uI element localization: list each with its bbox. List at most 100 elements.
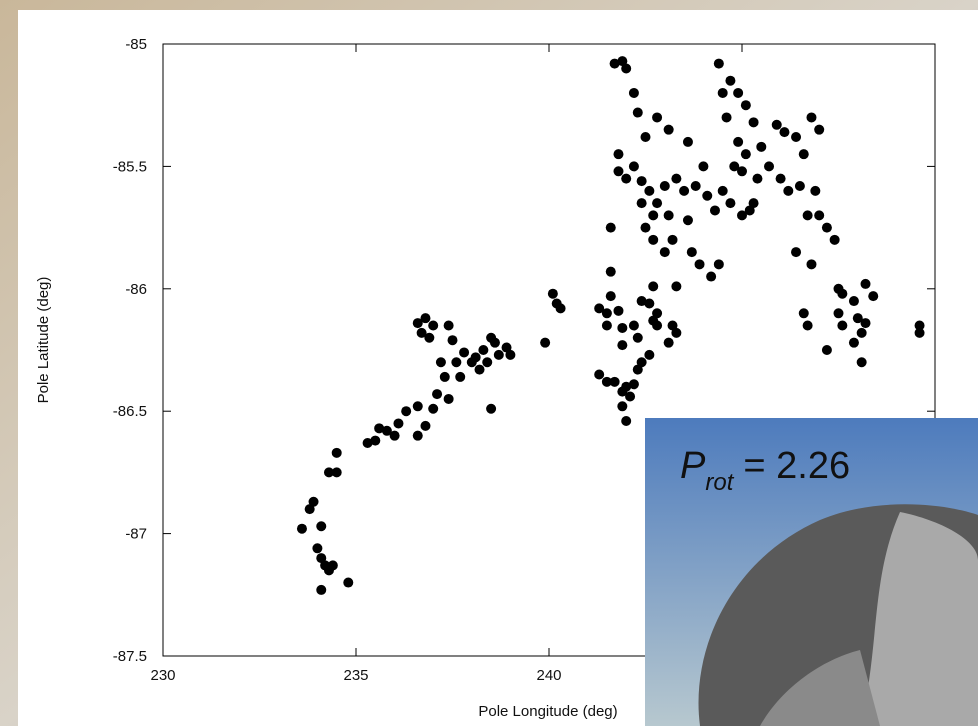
point: [659, 247, 670, 258]
point: [682, 136, 693, 147]
point: [783, 185, 794, 196]
point: [733, 136, 744, 147]
point: [605, 266, 616, 277]
point: [420, 420, 431, 431]
point: [617, 322, 628, 333]
point: [706, 271, 717, 282]
period-text: = 2.26: [743, 445, 850, 487]
point: [798, 308, 809, 319]
point: [605, 291, 616, 302]
point: [478, 345, 489, 355]
point: [370, 435, 381, 446]
point: [652, 320, 663, 331]
point: [636, 296, 647, 307]
point: [829, 234, 840, 245]
point: [806, 259, 817, 270]
point: [791, 132, 802, 143]
point: [327, 560, 338, 571]
point: [775, 173, 786, 184]
x-tick-label: 240: [536, 667, 561, 684]
point: [416, 327, 427, 338]
point: [613, 305, 624, 316]
point: [331, 447, 342, 458]
point: [613, 149, 624, 160]
point: [737, 166, 747, 177]
point: [848, 337, 859, 348]
point: [443, 393, 454, 404]
point: [717, 87, 728, 98]
point: [316, 584, 327, 595]
point: [474, 364, 485, 375]
point: [698, 161, 709, 172]
point: [652, 112, 663, 123]
point: [617, 56, 628, 67]
point: [837, 288, 848, 299]
point: [617, 340, 628, 351]
point: [459, 347, 470, 358]
point: [374, 423, 385, 434]
point: [779, 127, 790, 138]
point: [848, 296, 859, 307]
point: [679, 185, 690, 196]
point: [663, 337, 674, 348]
point: [428, 320, 439, 331]
point: [555, 303, 566, 314]
point: [713, 259, 724, 270]
point: [632, 364, 643, 375]
point: [621, 63, 632, 74]
point: [640, 222, 651, 233]
point: [737, 210, 747, 221]
point: [412, 401, 423, 412]
y-axis-label: Pole Latitude (deg): [35, 277, 52, 404]
point: [791, 247, 802, 258]
y-tick-label: -87: [125, 526, 147, 543]
point: [609, 58, 620, 69]
point: [343, 577, 354, 588]
point: [648, 210, 659, 221]
point: [856, 327, 867, 338]
point: [740, 100, 751, 111]
point: [601, 308, 612, 319]
point: [644, 349, 655, 360]
point: [628, 379, 639, 390]
point: [721, 112, 732, 123]
point: [435, 357, 446, 368]
point: [381, 425, 392, 436]
point: [644, 185, 655, 196]
point: [713, 58, 724, 69]
y-tick-label: -86: [125, 281, 147, 298]
plot: 230235240245250-87.5-87-86.5-86-85.5-85: [113, 36, 948, 684]
point: [617, 401, 628, 412]
point: [432, 389, 443, 400]
point: [424, 332, 435, 343]
point: [652, 198, 663, 209]
point: [312, 543, 323, 554]
point: [331, 467, 342, 478]
point: [505, 349, 516, 360]
point: [798, 149, 809, 160]
point: [412, 318, 423, 329]
point: [489, 337, 500, 348]
x-tick-label: 230: [150, 667, 175, 684]
point: [752, 173, 763, 184]
point: [814, 124, 825, 135]
point: [744, 205, 755, 216]
point: [439, 371, 450, 382]
point: [420, 313, 431, 324]
point: [482, 357, 493, 368]
point: [663, 124, 674, 135]
point: [362, 438, 373, 449]
point: [806, 112, 817, 123]
point: [601, 376, 612, 387]
point: [860, 318, 871, 329]
point: [914, 327, 925, 338]
point: [733, 87, 744, 98]
point: [443, 320, 454, 331]
point: [636, 198, 647, 209]
point: [671, 281, 682, 292]
point: [856, 357, 867, 368]
point: [764, 161, 775, 172]
point: [802, 320, 813, 331]
